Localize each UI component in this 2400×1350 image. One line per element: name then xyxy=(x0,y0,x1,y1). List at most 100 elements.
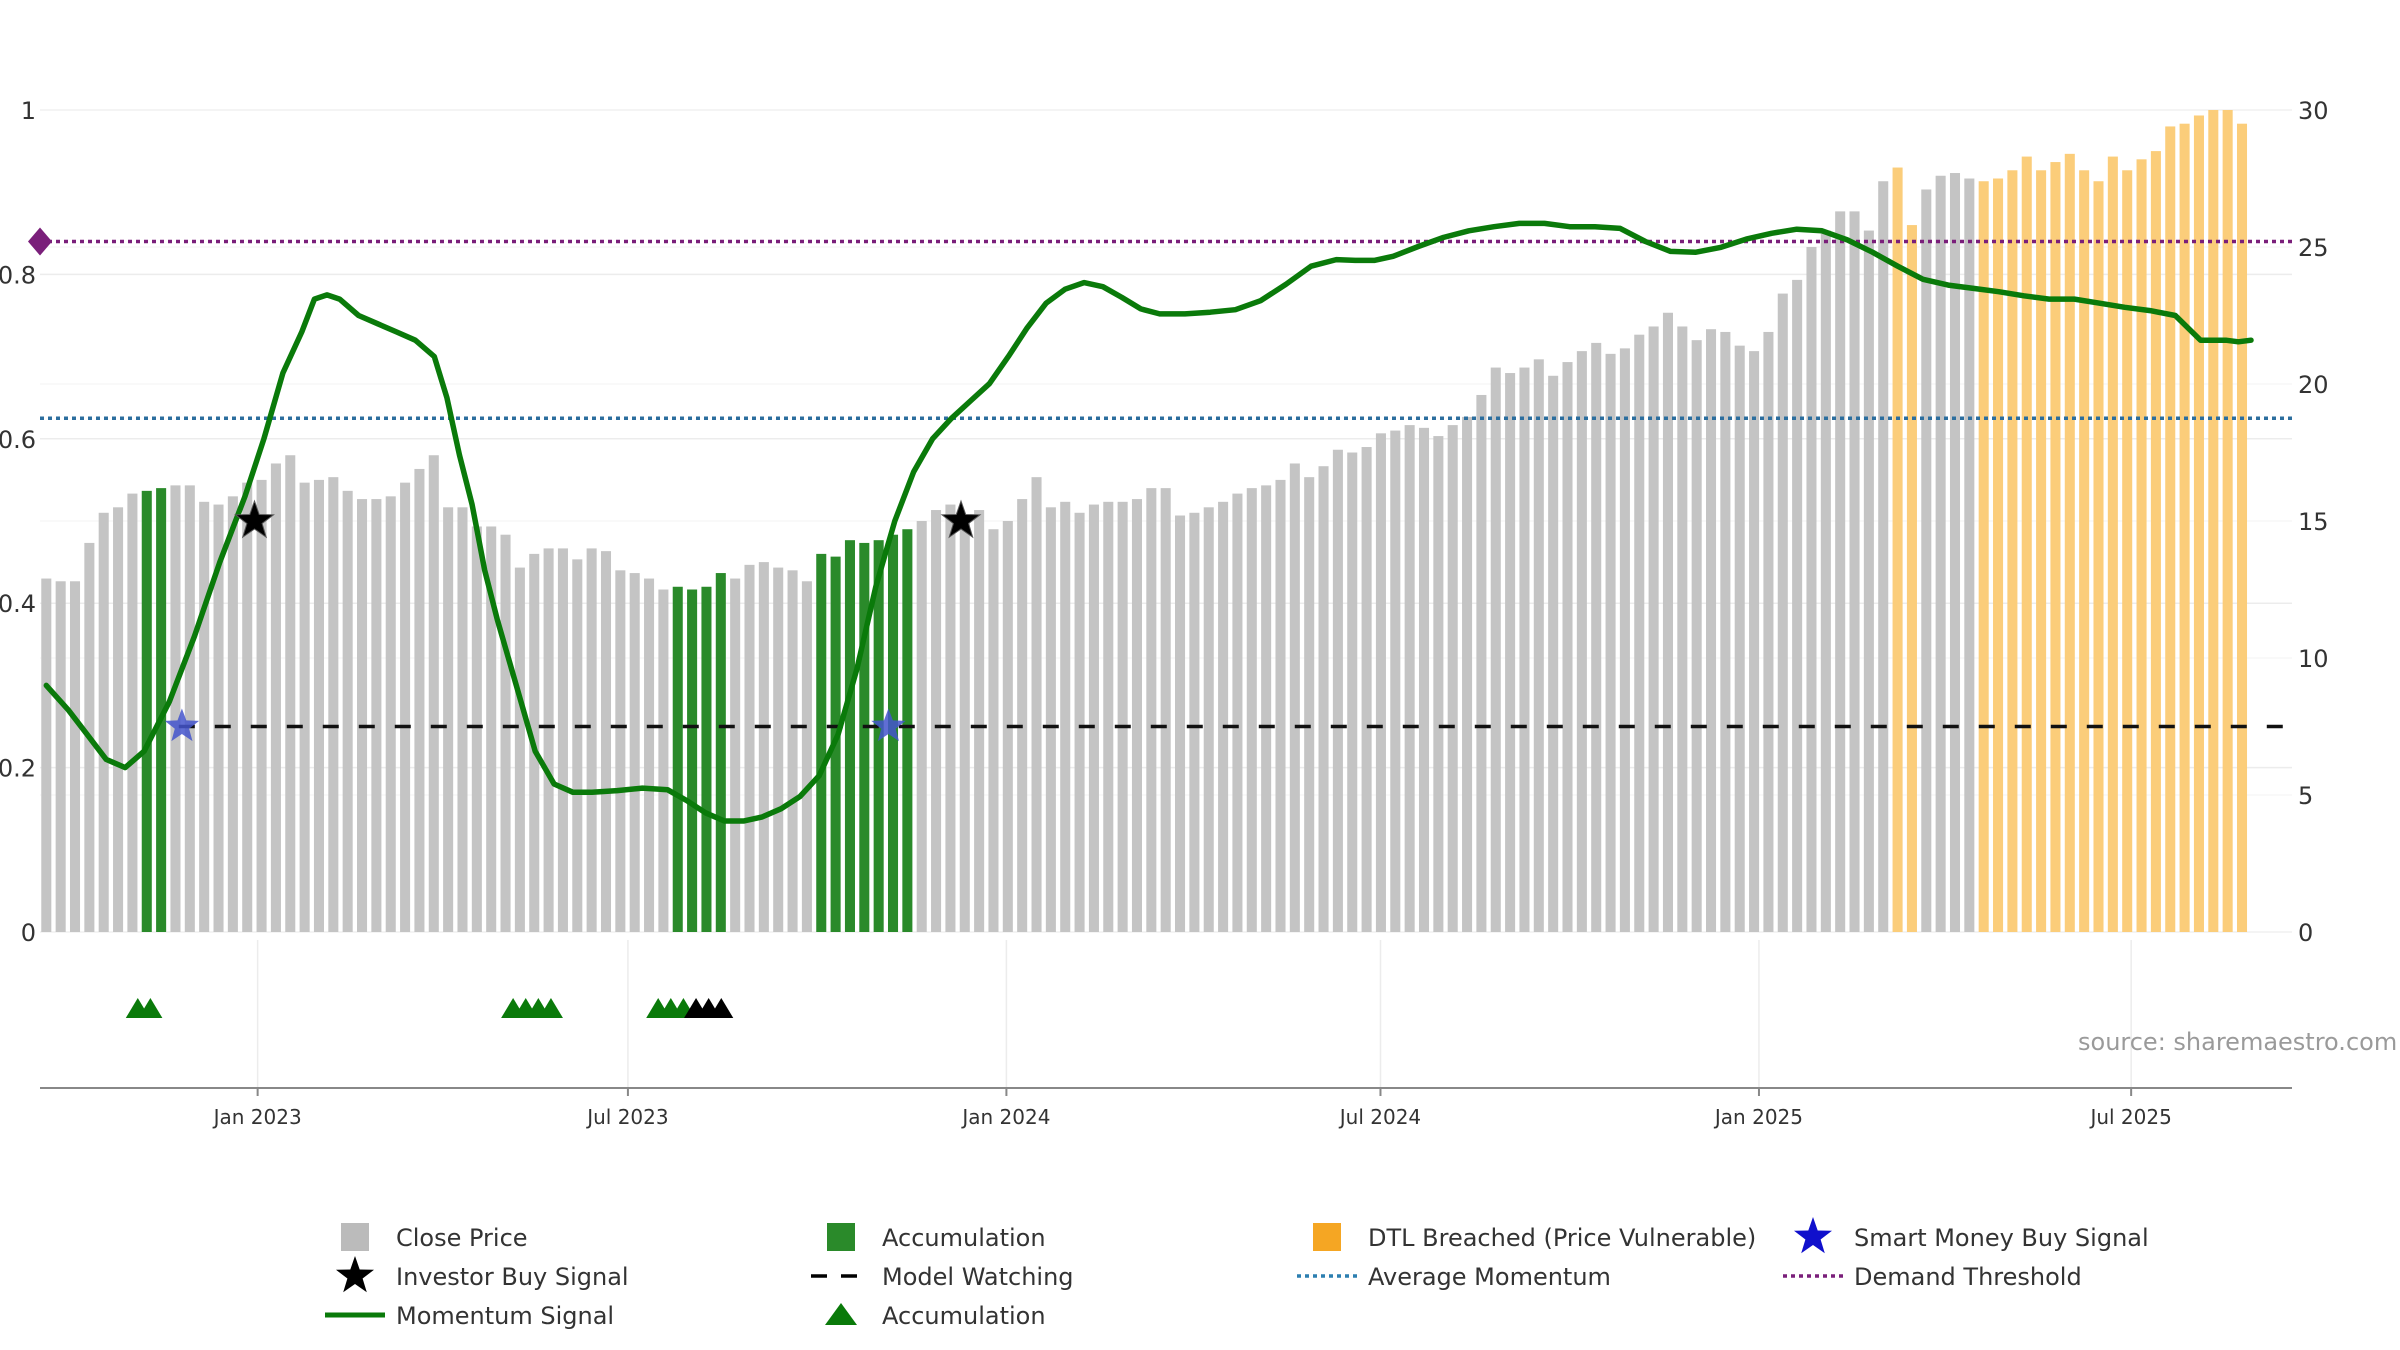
price-bar xyxy=(2007,170,2018,932)
price-bar xyxy=(1763,331,1774,932)
price-bar xyxy=(1304,477,1315,932)
legend-item: Model Watching xyxy=(811,1263,1074,1291)
right-axis-tick-label: 0 xyxy=(2298,919,2313,947)
legend-item: Momentum Signal xyxy=(325,1302,614,1330)
price-bar xyxy=(428,455,439,932)
legend-swatch-triangle xyxy=(825,1303,857,1325)
price-bar xyxy=(1275,479,1286,932)
price-bar xyxy=(701,586,712,932)
price-bar xyxy=(1146,488,1157,932)
price-bar xyxy=(644,578,655,932)
price-bar xyxy=(443,507,454,932)
price-bar xyxy=(1705,329,1717,932)
price-bar xyxy=(270,463,281,932)
price-bar xyxy=(1949,173,1961,932)
price-bar xyxy=(256,479,267,932)
price-bar xyxy=(586,548,597,932)
source-note: source: sharemaestro.com xyxy=(2078,1028,2397,1056)
price-bar xyxy=(2179,123,2190,932)
price-bar xyxy=(385,496,396,932)
price-bar xyxy=(400,482,411,932)
price-bar xyxy=(55,581,66,932)
price-bar xyxy=(543,548,554,932)
price-bar xyxy=(1103,501,1114,932)
price-bar xyxy=(2122,170,2133,932)
price-bar xyxy=(1576,351,1587,932)
price-bar xyxy=(1462,416,1473,932)
price-bar xyxy=(931,510,942,932)
price-bar xyxy=(1677,326,1688,933)
price-bar xyxy=(1720,331,1731,932)
price-bar xyxy=(1978,181,1989,933)
legend-swatch-star xyxy=(1794,1217,1832,1254)
investor-buy-signal xyxy=(940,499,982,539)
price-bar xyxy=(2107,156,2118,932)
accumulation-triangle xyxy=(138,998,163,1018)
legend-label: Close Price xyxy=(396,1224,528,1252)
x-axis-tick-label: Jul 2023 xyxy=(585,1105,668,1129)
left-axis-tick-label: 0.6 xyxy=(0,426,36,454)
price-bar xyxy=(1175,515,1186,932)
x-axis-tick-label: Jan 2025 xyxy=(1713,1105,1803,1129)
price-bar xyxy=(758,562,769,932)
price-bar xyxy=(328,477,339,932)
price-bar xyxy=(1863,230,1874,932)
price-bar xyxy=(199,501,210,932)
price-bar xyxy=(1232,493,1243,932)
accumulation-triangle xyxy=(538,998,563,1018)
legend-label: Accumulation xyxy=(882,1302,1046,1330)
price-bar xyxy=(1289,463,1300,932)
price-bar xyxy=(1017,499,1028,932)
momentum-signal-line xyxy=(43,220,2254,824)
legend-swatch-square xyxy=(827,1223,855,1251)
right-axis-tick-label: 15 xyxy=(2298,508,2329,536)
legend-label: Average Momentum xyxy=(1368,1263,1611,1291)
price-bar xyxy=(2236,123,2248,932)
price-bar xyxy=(1662,312,1673,932)
price-bar xyxy=(1835,211,1846,932)
price-bar xyxy=(974,510,985,932)
price-bar xyxy=(184,485,195,932)
price-bar xyxy=(357,499,368,932)
right-axis-tick-label: 5 xyxy=(2298,782,2313,810)
legend-item: Accumulation xyxy=(825,1302,1046,1330)
price-bar xyxy=(1806,247,1817,932)
price-bar xyxy=(715,573,726,932)
price-bar xyxy=(615,570,626,932)
signal-markers xyxy=(125,499,982,1018)
price-bar xyxy=(844,540,855,932)
price-bar xyxy=(1591,342,1602,932)
price-bar xyxy=(127,493,138,932)
price-bar xyxy=(1619,348,1630,932)
price-bar xyxy=(873,540,884,932)
price-bar xyxy=(486,526,497,932)
price-bar xyxy=(2193,115,2204,933)
price-bar xyxy=(2093,181,2104,933)
legend: Close Price Accumulation DTL Breached (Pri… xyxy=(325,1217,2149,1330)
right-axis-tick-label: 30 xyxy=(2298,97,2329,125)
price-bar xyxy=(371,499,382,932)
price-bar xyxy=(1390,430,1401,932)
price-bar xyxy=(514,567,525,932)
price-bar xyxy=(1088,504,1099,932)
price-bar xyxy=(1074,512,1085,932)
price-bar xyxy=(1892,167,1903,933)
price-bar xyxy=(1261,485,1272,932)
legend-swatch-square xyxy=(341,1223,369,1251)
price-bar xyxy=(859,542,870,932)
price-bar xyxy=(1203,507,1214,932)
price-bar xyxy=(2208,110,2219,932)
legend-item: Smart Money Buy Signal xyxy=(1794,1217,2149,1254)
price-bar xyxy=(916,521,927,932)
demand-threshold-marker xyxy=(28,227,52,256)
price-bar xyxy=(213,504,224,932)
price-bar xyxy=(156,488,167,932)
price-bar xyxy=(1418,427,1430,932)
price-bar xyxy=(414,468,425,932)
price-bar xyxy=(1906,225,1917,932)
price-bar xyxy=(141,490,152,932)
price-bar xyxy=(600,551,612,932)
price-bar xyxy=(1375,433,1386,932)
legend-item: Average Momentum xyxy=(1297,1263,1611,1291)
